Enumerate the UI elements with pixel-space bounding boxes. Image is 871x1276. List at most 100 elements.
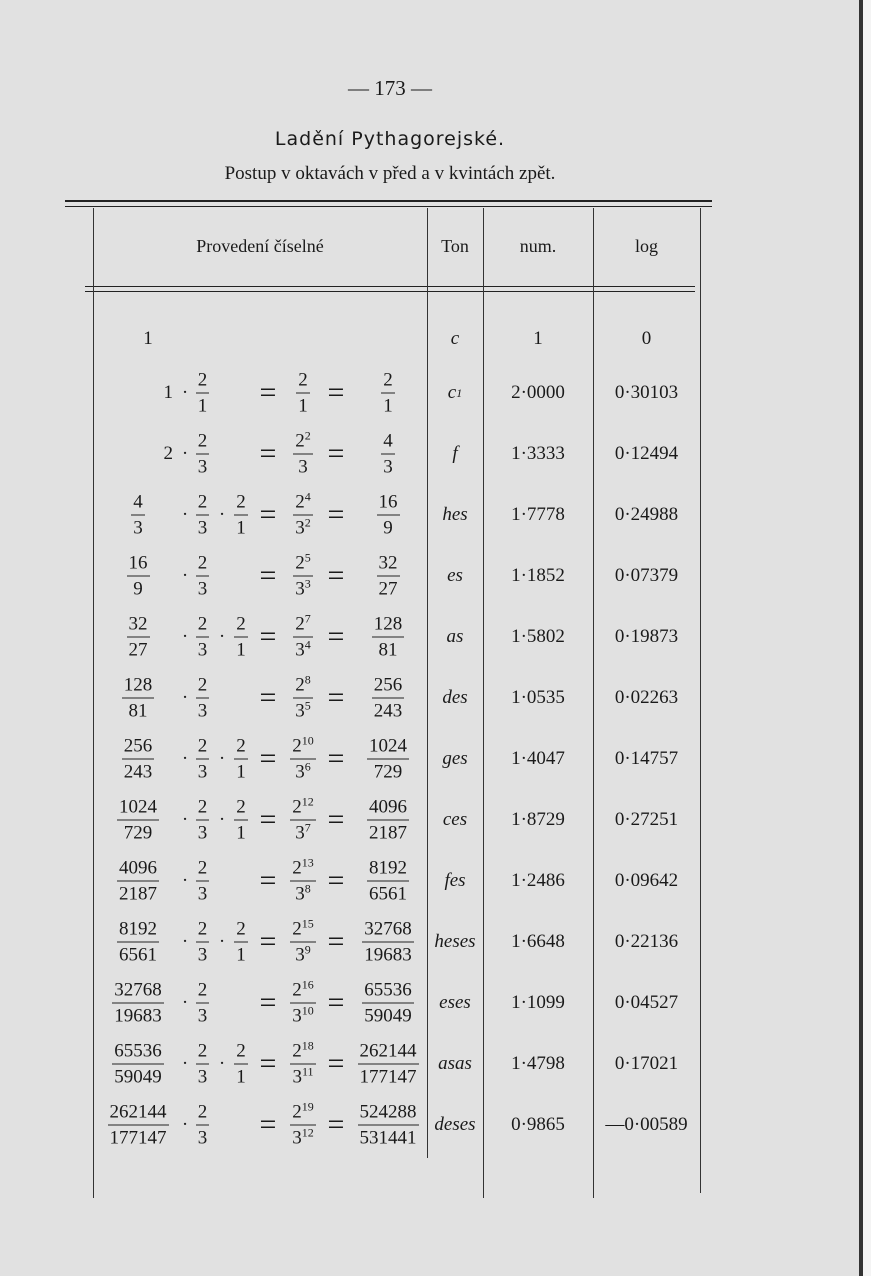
power-fraction: 215 39 xyxy=(290,917,316,964)
denominator: 3 xyxy=(198,576,208,598)
log-cell: 0·17021 xyxy=(593,1053,700,1075)
ton-cell: ges xyxy=(427,748,483,770)
header-ton: Ton xyxy=(441,236,469,256)
num-value: 1·1852 xyxy=(511,564,565,586)
denominator: 19683 xyxy=(364,942,412,964)
numerator-value: 1024 xyxy=(369,735,407,756)
dot: · xyxy=(218,1052,226,1074)
numerator-value: 2 xyxy=(197,918,208,939)
num-cell: 1·6648 xyxy=(483,931,593,953)
numerator-value: 4 xyxy=(133,491,143,512)
numeric-expression: 65536 59049 · 2 3 · 2 1 = 218 311 = 262144 177147 xyxy=(93,1033,427,1094)
numerator-value: 2 xyxy=(295,552,305,573)
denominator: 37 xyxy=(295,820,311,842)
log-cell: 0·30103 xyxy=(593,382,700,404)
denominator: 81 xyxy=(129,698,148,720)
equals-sign: = xyxy=(259,802,277,836)
numerator: 32768 xyxy=(362,919,414,942)
numerator-exponent: 12 xyxy=(301,794,314,808)
power-term: 28 35 xyxy=(281,673,325,720)
numerator-value: 65536 xyxy=(114,1040,162,1061)
ton-name: es xyxy=(447,564,463,586)
num-value: 0·9865 xyxy=(511,1113,565,1135)
dot: · xyxy=(218,503,226,525)
header-rule-2 xyxy=(85,291,695,292)
denominator-value: 27 xyxy=(378,578,398,599)
denominator: 3 xyxy=(198,637,208,659)
denominator: 3 xyxy=(198,881,208,903)
denominator: 1 xyxy=(236,1064,246,1086)
equals-sign: = xyxy=(327,741,345,775)
ton-name: eses xyxy=(439,991,471,1013)
left-term: 1 xyxy=(151,382,174,404)
denominator: 3 xyxy=(198,698,208,720)
denominator: 1 xyxy=(236,515,246,537)
numerator-value: 524288 xyxy=(359,1101,417,1122)
power-fraction: 28 35 xyxy=(293,673,313,720)
denominator: 35 xyxy=(295,698,311,720)
denominator-value: 3 xyxy=(197,639,208,660)
page-number: — 173 — xyxy=(348,76,432,100)
numerator: 2 xyxy=(195,980,210,1003)
left-integer: 2 xyxy=(163,442,174,464)
denominator-value: 3 xyxy=(292,1127,302,1148)
left-term: 32768 19683 xyxy=(98,980,178,1025)
numerator: 213 xyxy=(290,856,316,881)
ton-cell: as xyxy=(427,626,483,648)
result-term: 524288 531441 xyxy=(351,1102,425,1147)
denominator: 177147 xyxy=(110,1125,167,1147)
equals: = xyxy=(323,986,349,1020)
table-row: 32768 19683 · 2 3 = 216 310 = 65536 59049 eses 1·109… xyxy=(93,972,713,1033)
log-cell: 0·07379 xyxy=(593,565,700,587)
num-cell: 1·7778 xyxy=(483,504,593,526)
denominator: 6561 xyxy=(369,881,407,903)
equals: = xyxy=(323,376,349,410)
denominator: 1 xyxy=(236,942,246,964)
denominator-value: 3 xyxy=(197,578,208,599)
denominator: 6561 xyxy=(119,942,157,964)
left-fraction: 32768 19683 xyxy=(112,980,164,1025)
denominator-exponent: 12 xyxy=(301,1125,314,1139)
equals: = xyxy=(323,437,349,471)
denominator-value: 3 xyxy=(298,456,308,477)
numerator-value: 2 xyxy=(292,796,302,817)
equals-sign: = xyxy=(327,619,345,653)
numerator-value: 2 xyxy=(298,369,308,390)
equals: = xyxy=(253,925,283,959)
equals: = xyxy=(323,559,349,593)
equals-sign: = xyxy=(259,741,277,775)
numerator-value: 32768 xyxy=(114,979,162,1000)
dot: · xyxy=(181,1113,189,1135)
numerator: 8192 xyxy=(367,858,409,881)
log-value: 0·02263 xyxy=(614,686,679,708)
log-value: 0·30103 xyxy=(614,381,679,403)
result-term: 32768 19683 xyxy=(351,919,425,964)
denominator-exponent: 3 xyxy=(304,576,311,590)
equals-sign: = xyxy=(259,375,277,409)
log-value: 0·24988 xyxy=(614,503,679,525)
ton-cell: deses xyxy=(427,1114,483,1136)
numerator-value: 16 xyxy=(128,552,148,573)
numerator-value: 2 xyxy=(383,369,393,390)
denominator-value: 1 xyxy=(236,639,246,660)
equals: = xyxy=(323,1047,349,1081)
numerator-value: 2 xyxy=(292,857,302,878)
left-term: 262144 177147 xyxy=(98,1102,178,1147)
numerator-value: 2 xyxy=(197,735,208,756)
denominator: 27 xyxy=(129,637,148,659)
numerator-value: 256 xyxy=(373,674,403,695)
numerator: 2 xyxy=(234,614,248,637)
denominator: 9 xyxy=(383,515,393,537)
numerator: 2 xyxy=(195,797,210,820)
numeric-expression: 256 243 · 2 3 · 2 1 = 210 36 = 1024 729 xyxy=(93,728,427,789)
log-cell: 0 xyxy=(593,328,700,350)
